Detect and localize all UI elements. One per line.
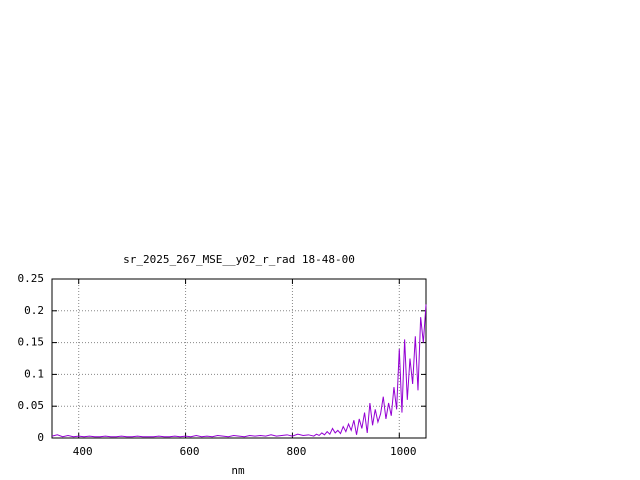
y-tick-label: 0.1 [24, 367, 44, 380]
x-tick-label: 600 [180, 445, 200, 458]
x-tick-label: 1000 [390, 445, 417, 458]
y-tick-label: 0.15 [18, 336, 45, 349]
x-tick-label: 800 [286, 445, 306, 458]
x-tick-label: 400 [73, 445, 93, 458]
y-tick-label: 0 [37, 431, 44, 444]
y-tick-label: 0.05 [18, 399, 45, 412]
chart-title: sr_2025_267_MSE__y02_r_rad 18-48-00 [123, 253, 355, 266]
data-line [51, 304, 427, 438]
x-axis-label: nm [231, 464, 245, 477]
y-tick-label: 0.2 [24, 304, 44, 317]
plot-border [51, 278, 427, 439]
y-tick-label: 0.25 [18, 272, 45, 285]
